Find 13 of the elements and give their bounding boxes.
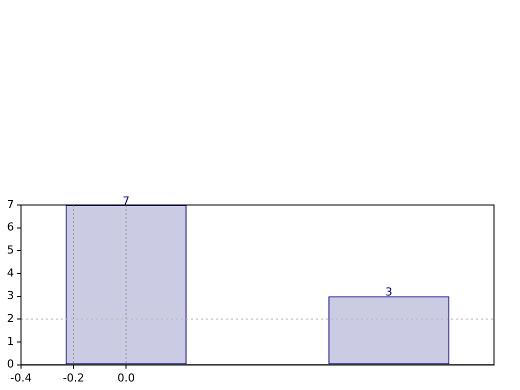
- x-tick-label: -0.4: [10, 371, 32, 384]
- x-tick-label: 0.0: [117, 371, 135, 384]
- y-tick-label: 6: [7, 220, 14, 234]
- y-tick-label: 7: [7, 198, 14, 211]
- y-tick-label: 4: [7, 266, 14, 280]
- y-tick-label: 0: [7, 358, 14, 371]
- y-tick-label: 3: [7, 289, 14, 302]
- data-label: 7: [122, 194, 130, 208]
- x-tick-label: -0.2: [62, 371, 84, 384]
- data-label: 3: [385, 286, 392, 299]
- y-tick-label: 2: [7, 312, 14, 325]
- y-tick-label: 1: [7, 334, 14, 348]
- y-tick-label: 5: [7, 244, 14, 257]
